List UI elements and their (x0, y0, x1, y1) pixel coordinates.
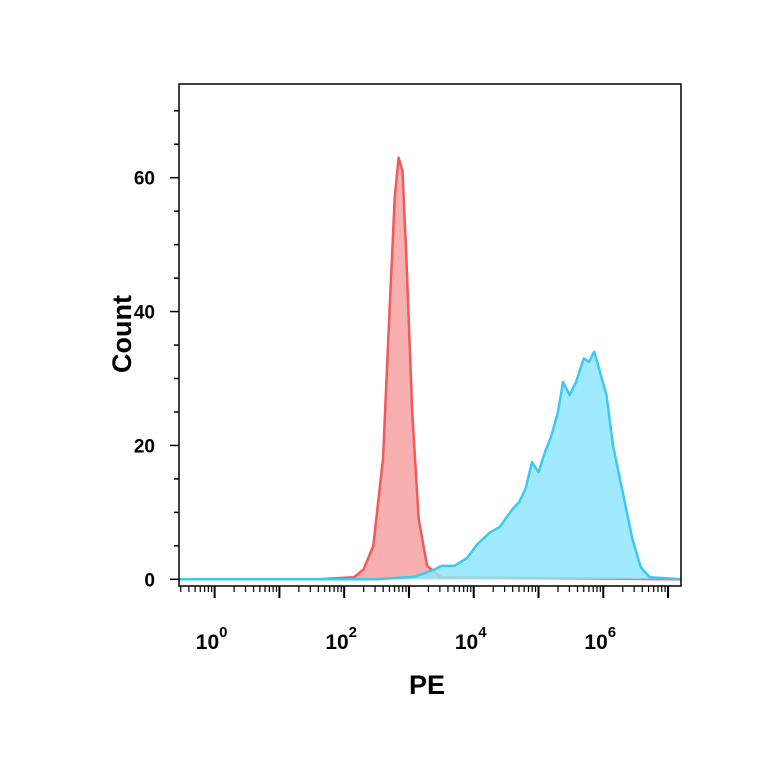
series-2-line (179, 350, 682, 581)
plot-frame (178, 83, 682, 587)
y-tick-label: 0 (144, 570, 155, 591)
y-tick-label: 40 (134, 303, 155, 324)
y-axis-title: Count (107, 295, 137, 373)
y-tick-label: 20 (134, 436, 155, 457)
series-1-line (179, 156, 682, 581)
x-tick-label: 104 (455, 624, 487, 654)
x-axis-title: PE (409, 670, 445, 700)
x-axis: 100 102 104 106 (180, 586, 670, 654)
x-tick-label: 106 (584, 624, 616, 654)
x-tick-label: 100 (196, 624, 228, 654)
x-tick-label: 102 (325, 624, 357, 654)
y-axis: 0 20 40 60 (134, 110, 179, 591)
y-tick-label: 60 (134, 169, 155, 190)
series-2-area (179, 351, 681, 580)
